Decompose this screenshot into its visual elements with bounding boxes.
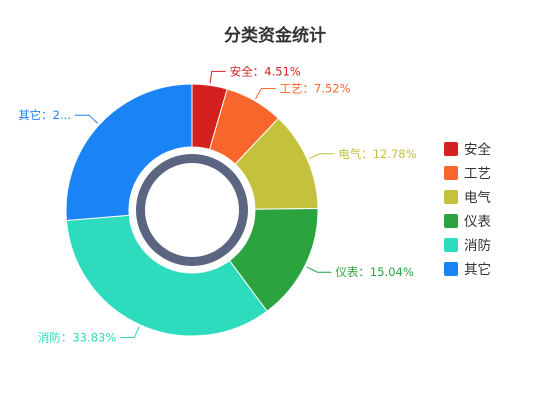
labels-group: 安全：4.51% 工艺：7.52% 电气：12.78% 仪表：15.04% 消防：33.… [18,64,416,344]
chart-title: 分类资金统计 [224,25,326,46]
slice-label-3: 仪表：15.04% [335,265,413,279]
slices-group [65,83,319,337]
center-ring-shape [135,154,248,266]
label-line-5 [74,114,99,124]
legend-swatch-2[interactable] [444,190,458,204]
slice-label-5: 其它：2... [18,108,71,122]
legend-label-1[interactable]: 工艺 [464,166,491,182]
legend-swatch-4[interactable] [444,238,458,252]
legend-swatch-5[interactable] [444,262,458,276]
legend-label-5[interactable]: 其它 [464,261,491,278]
slice-label-4: 消防：33.83% [38,331,116,345]
slice-5[interactable] [65,83,193,221]
label-line-1 [255,87,276,100]
slice-4[interactable] [65,214,268,337]
legend-label-0[interactable]: 安全 [464,141,491,158]
label-line-2 [309,153,335,160]
legend-swatch-0[interactable] [444,142,458,156]
slice-label-2: 电气：12.78% [338,147,416,161]
legend-swatch-1[interactable] [444,166,458,180]
slice-label-1: 工艺：7.52% [280,81,351,95]
label-line-3 [306,266,332,273]
label-line-0 [209,70,226,84]
center-ring [135,154,248,266]
legend-swatch-3[interactable] [444,214,458,228]
legend-label-3[interactable]: 仪表 [464,214,491,230]
legend-label-4[interactable]: 消防 [464,238,491,254]
slice-label-0: 安全：4.51% [230,64,301,78]
label-line-4 [120,326,140,339]
legend-label-2[interactable]: 电气 [464,190,491,206]
